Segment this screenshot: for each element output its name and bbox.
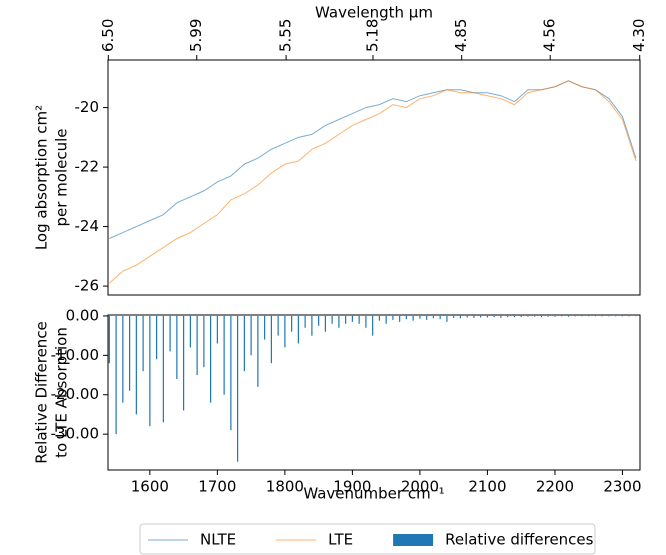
top-tick-label: 4.56 bbox=[541, 19, 559, 52]
y-axis-title: Log absorption cm² bbox=[33, 105, 51, 250]
x-tick-label: 2200 bbox=[536, 478, 574, 496]
series-line bbox=[109, 80, 637, 239]
y-tick-label: -22 bbox=[75, 158, 100, 176]
legend-label: Relative differences bbox=[445, 531, 594, 549]
y-tick-label: -24 bbox=[75, 217, 100, 235]
legend-box bbox=[139, 523, 596, 555]
y-tick-label: -20 bbox=[75, 98, 100, 116]
x-tick-label: 1700 bbox=[198, 478, 236, 496]
x-tick-label: 2300 bbox=[603, 478, 641, 496]
legend-swatch bbox=[393, 534, 434, 546]
y-tick-label: -20.00 bbox=[51, 385, 99, 403]
top-tick-label: 6.50 bbox=[99, 19, 117, 52]
x-tick-label: 2100 bbox=[468, 478, 506, 496]
x-tick-label: 1800 bbox=[266, 478, 304, 496]
y-axis-title: to LTE Absorption bbox=[53, 327, 71, 458]
series-line bbox=[109, 80, 637, 284]
top-tick-label: 4.85 bbox=[452, 19, 470, 52]
x-tick-label: 1900 bbox=[333, 478, 371, 496]
x-axis-title: Wavenumber cm⁻¹ bbox=[303, 485, 444, 503]
x-tick-label: 1600 bbox=[131, 478, 169, 496]
x-tick-label: 2000 bbox=[401, 478, 439, 496]
top-tick-label: 5.18 bbox=[363, 19, 381, 52]
top-axis-title: Wavelength μm bbox=[315, 4, 433, 22]
y-axis-title: Relative Difference bbox=[33, 321, 51, 464]
y-tick-label: -10.00 bbox=[51, 346, 99, 364]
plot-frame bbox=[107, 314, 641, 471]
top-tick-label: 4.30 bbox=[630, 19, 648, 52]
top-tick-label: 5.55 bbox=[277, 19, 295, 52]
plot-frame bbox=[107, 59, 641, 296]
y-axis-title: per molecule bbox=[53, 128, 71, 226]
legend-label: LTE bbox=[328, 531, 353, 549]
top-tick-label: 5.99 bbox=[187, 19, 205, 52]
y-tick-label: -30.00 bbox=[51, 425, 99, 443]
y-tick-label: 0.00 bbox=[66, 306, 99, 324]
legend-label: NLTE bbox=[200, 531, 236, 549]
y-tick-label: -26 bbox=[75, 277, 100, 295]
